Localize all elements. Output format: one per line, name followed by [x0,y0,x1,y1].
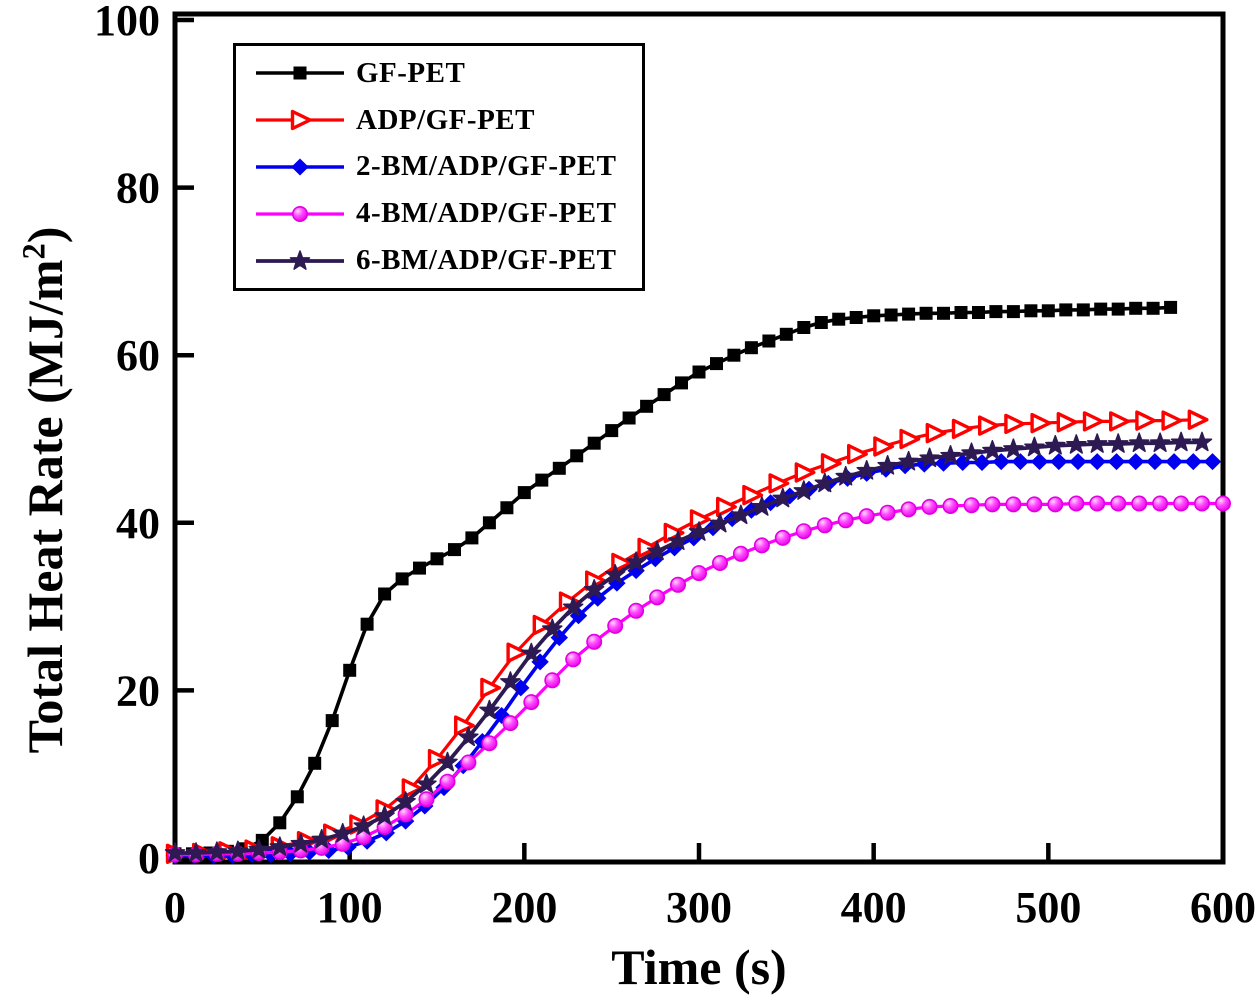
series-line [173,305,1173,856]
x-tick-label: 500 [1015,883,1081,932]
legend-item-gf-pet: GF-PET [236,51,642,95]
triangle-right-marker-icon [256,109,344,131]
y-tick-label: 40 [116,499,160,548]
series-line [173,501,1225,857]
legend-item-adp-gf-pet: ADP/GF-PET [236,98,642,142]
legend-label: GF-PET [356,56,466,89]
legend-label: ADP/GF-PET [356,103,535,136]
y-tick-label: 100 [94,0,160,45]
x-tick-label: 300 [666,883,732,932]
square-marker-icon [256,66,344,80]
legend-item-4bm-adp-gf-pet: 4-BM/ADP/GF-PET [236,192,642,236]
y-axis-title-text: Total Heat Rate (MJ/m [17,259,73,754]
x-tick-label: 100 [317,883,383,932]
legend-label: 4-BM/ADP/GF-PET [356,197,617,230]
star-marker-icon [256,249,344,270]
y-axis-title: Total Heat Rate (MJ/m2) [10,50,80,930]
series-6-BM/ADP/GF-PET [164,431,1213,862]
legend-label: 6-BM/ADP/GF-PET [356,244,617,277]
x-tick-label: 400 [841,883,907,932]
diamond-marker-icon [256,158,344,176]
x-tick-label: 200 [491,883,557,932]
series-GF-PET [168,300,1178,861]
x-tick-label: 0 [164,883,186,932]
y-axis-title-suffix: ) [17,226,73,244]
x-tick-label: 600 [1190,883,1256,932]
legend: GF-PET ADP/GF-PET 2-BM/ADP/GF-PET 4-BM/A… [233,43,645,291]
series-line [173,418,1199,856]
y-tick-label: 80 [116,164,160,213]
series-ADP/GF-PET [165,409,1209,864]
y-axis-title-superscript: 2 [16,243,53,260]
legend-item-6bm-adp-gf-pet: 6-BM/ADP/GF-PET [236,239,642,283]
legend-label: 2-BM/ADP/GF-PET [356,150,617,183]
series-4-BM/ADP/GF-PET [167,495,1232,863]
circle-marker-icon [256,205,344,222]
y-tick-label: 20 [116,666,160,715]
y-tick-label: 0 [138,834,160,883]
y-tick-label: 60 [116,331,160,380]
axes: 0 100 200 300 400 500 600 0 20 40 60 80 100 [94,0,1256,932]
legend-item-2bm-adp-gf-pet: 2-BM/ADP/GF-PET [236,145,642,189]
x-axis-title: Time (s) [611,939,787,995]
